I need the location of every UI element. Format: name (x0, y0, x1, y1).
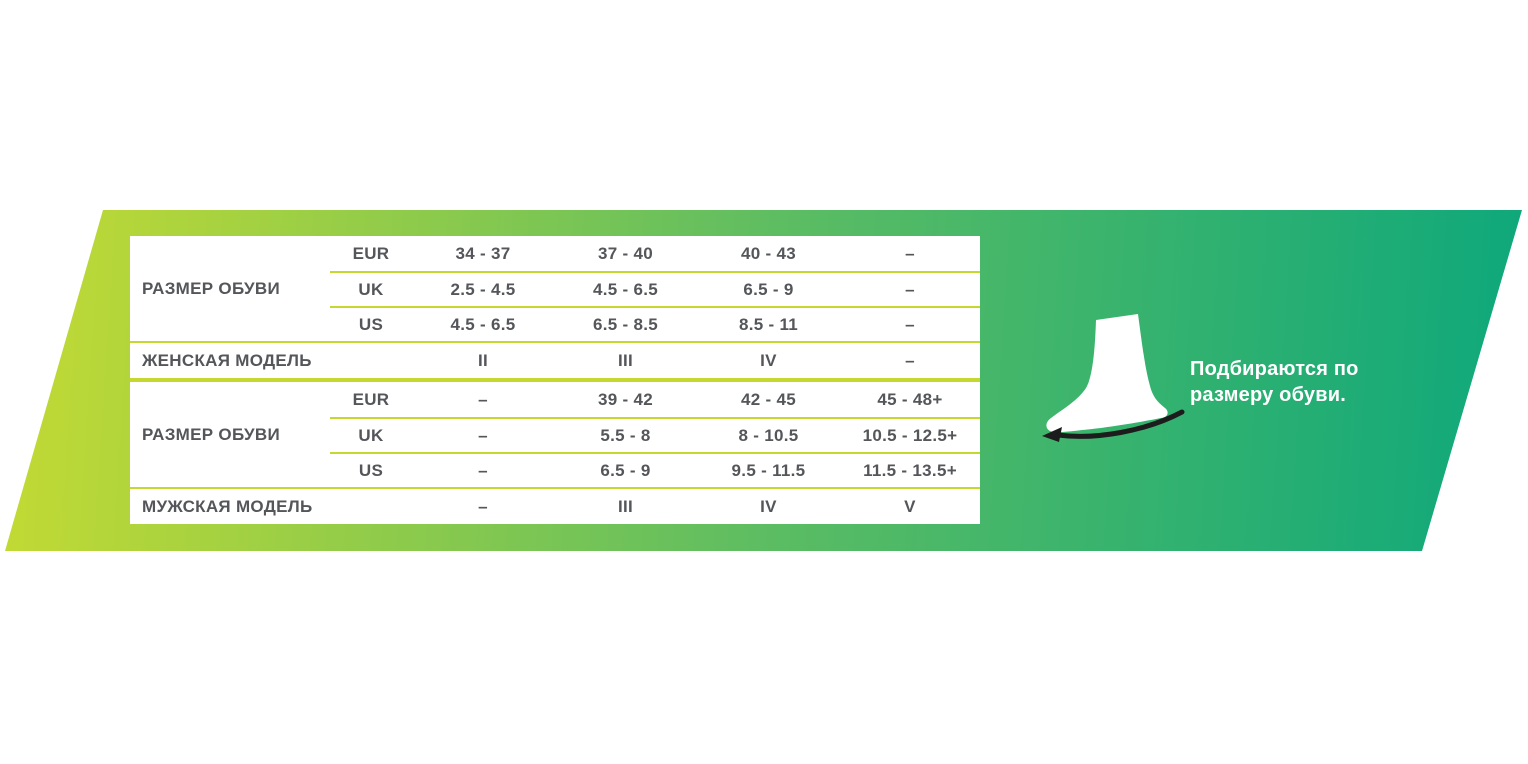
size-cell: 11.5 - 13.5+ (840, 452, 980, 487)
size-cell: 6.5 - 9 (697, 271, 840, 306)
size-cell: 6.5 - 8.5 (554, 306, 697, 341)
size-cell: 42 - 45 (740, 389, 797, 409)
size-cell: – (412, 452, 554, 487)
model-cell: IV (760, 350, 777, 370)
size-cell: 10.5 - 12.5+ (840, 417, 980, 452)
size-cell: 8 - 10.5 (697, 417, 840, 452)
model-cell: IV (760, 496, 777, 516)
model-label: ЖЕНСКАЯ МОДЕЛЬ (142, 350, 312, 370)
size-section-women: РАЗМЕР ОБУВИ EUR 34 - 37 37 - 40 40 - 43… (130, 236, 980, 341)
size-cell: – (905, 243, 915, 263)
size-cell: 39 - 42 (597, 389, 654, 409)
model-cell: – (478, 496, 488, 516)
size-cell: – (840, 271, 980, 306)
size-cell: 6.5 - 9 (554, 452, 697, 487)
size-cell: 4.5 - 6.5 (412, 306, 554, 341)
foot-measure-icon (1038, 310, 1190, 446)
section-divider-thick (130, 378, 980, 382)
model-cell: III (617, 496, 634, 516)
size-cell: 4.5 - 6.5 (554, 271, 697, 306)
unit-label: EUR (352, 243, 390, 263)
section-divider (130, 487, 980, 489)
model-cell: III (617, 350, 634, 370)
model-cell: – (905, 350, 915, 370)
size-cell: – (478, 389, 488, 409)
model-row-men: МУЖСКАЯ МОДЕЛЬ – III IV V (130, 489, 980, 524)
unit-label: UK (330, 271, 412, 306)
size-cell: 40 - 43 (740, 243, 797, 263)
size-cell: – (840, 306, 980, 341)
unit-label: EUR (352, 389, 390, 409)
size-cell: 8.5 - 11 (697, 306, 840, 341)
model-label: МУЖСКАЯ МОДЕЛЬ (142, 496, 313, 516)
unit-label: US (330, 452, 412, 487)
measure-arrow-head (1042, 427, 1062, 442)
size-section-men: РАЗМЕР ОБУВИ EUR – 39 - 42 42 - 45 45 - … (130, 382, 980, 487)
size-cell: – (412, 417, 554, 452)
size-cell: 45 - 48+ (877, 389, 943, 409)
unit-label: US (330, 306, 412, 341)
row-header: РАЗМЕР ОБУВИ (142, 278, 281, 298)
model-cell: II (477, 350, 489, 370)
note-text: Подбираются по размеру обуви. (1190, 358, 1359, 406)
unit-label: UK (330, 417, 412, 452)
measure-arrow (1055, 409, 1185, 439)
size-cell: 37 - 40 (597, 243, 654, 263)
row-header: РАЗМЕР ОБУВИ (142, 424, 281, 444)
size-cell: 2.5 - 4.5 (412, 271, 554, 306)
size-cell: 5.5 - 8 (554, 417, 697, 452)
model-cell: V (904, 496, 916, 516)
section-divider (130, 341, 980, 343)
size-cell: 34 - 37 (455, 243, 511, 263)
model-row-women: ЖЕНСКАЯ МОДЕЛЬ II III IV – (130, 343, 980, 378)
size-table: РАЗМЕР ОБУВИ EUR 34 - 37 37 - 40 40 - 43… (130, 236, 980, 524)
foot-silhouette (1046, 314, 1168, 433)
size-cell: 9.5 - 11.5 (697, 452, 840, 487)
